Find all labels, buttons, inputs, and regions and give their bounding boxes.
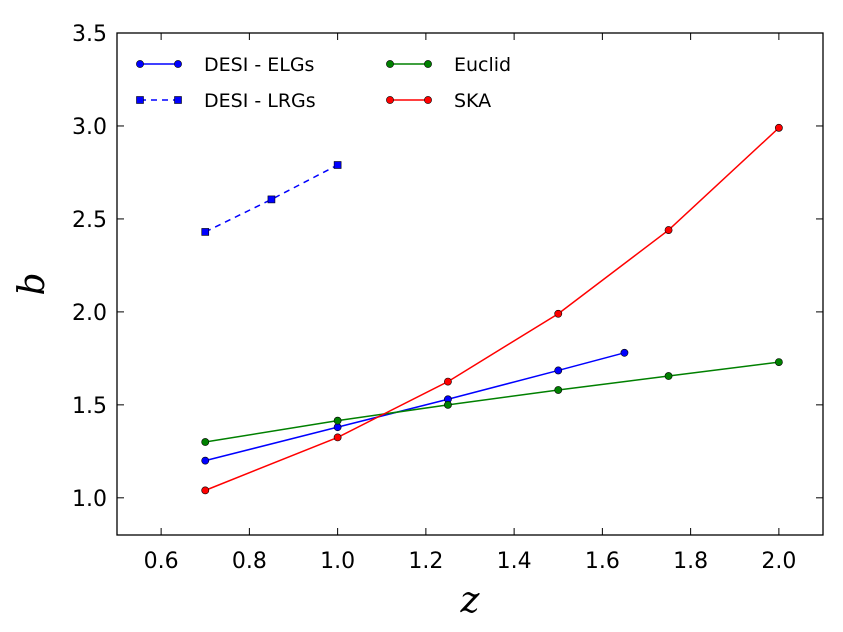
legend-entry-ska: SKA	[386, 90, 491, 112]
data-point-desi-lrgs	[267, 195, 276, 204]
data-point-ska	[554, 309, 563, 318]
x-tick-label: 0.8	[232, 549, 267, 574]
plot-frame	[116, 32, 824, 536]
data-point-ska	[444, 377, 452, 386]
data-point-ska	[774, 123, 783, 132]
x-tick-label: 0.6	[144, 549, 179, 574]
legend-marker	[174, 60, 182, 68]
legend-marker	[136, 60, 144, 68]
data-point-euclid	[201, 438, 210, 446]
data-point-euclid	[444, 400, 452, 409]
y-tick-label: 3.0	[72, 115, 107, 140]
data-point-euclid	[774, 358, 783, 366]
y-tick-label: 2.0	[72, 301, 107, 326]
y-tick-label: 1.0	[72, 487, 107, 512]
x-tick-label: 1.4	[497, 549, 532, 574]
legend-label: DESI - ELGs	[204, 54, 314, 76]
x-tick-label: 1.0	[320, 549, 355, 574]
x-tick-label: 1.2	[408, 549, 443, 574]
x-tick-label: 1.6	[585, 549, 620, 574]
data-point-desi-lrgs	[201, 228, 210, 236]
series-line-euclid	[205, 361, 779, 443]
series-desi-lrgs	[201, 161, 342, 236]
legend: DESI - ELGs DESI - LRGs Euclid SKA	[136, 54, 511, 112]
series-line-desi-lrgs	[204, 164, 338, 233]
legend-marker	[424, 60, 432, 68]
series-desi-elgs	[201, 348, 629, 465]
y-tick-label: 2.5	[72, 208, 107, 233]
x-tick-label: 1.8	[673, 549, 708, 574]
legend-marker	[174, 96, 182, 104]
legend-marker	[386, 96, 394, 104]
legend-marker	[424, 96, 432, 104]
data-point-ska	[664, 226, 673, 234]
data-point-desi-lrgs	[333, 161, 342, 169]
data-point-euclid	[554, 386, 563, 394]
data-point-desi-elgs	[333, 423, 342, 432]
y-tick-label: 1.5	[72, 394, 107, 419]
legend-entry-euclid: Euclid	[386, 54, 511, 76]
legend-marker	[386, 60, 394, 68]
x-axis-label: z	[460, 580, 481, 621]
y-axis-label: b	[12, 272, 53, 295]
data-point-euclid	[333, 416, 342, 425]
legend-entry-desi-elgs: DESI - ELGs	[136, 54, 314, 76]
y-tick-label: 3.5	[72, 22, 107, 47]
data-point-desi-elgs	[554, 366, 563, 375]
series-ska	[201, 123, 783, 495]
legend-marker	[136, 96, 144, 104]
data-point-ska	[333, 433, 342, 442]
legend-label: DESI - LRGs	[204, 90, 316, 112]
legend-entry-desi-lrgs: DESI - LRGs	[136, 90, 316, 112]
data-point-desi-elgs	[201, 456, 210, 465]
series-line-ska	[204, 127, 780, 492]
data-point-ska	[201, 486, 210, 495]
legend-label: Euclid	[454, 54, 511, 76]
series-euclid	[201, 358, 783, 446]
data-point-euclid	[664, 372, 673, 380]
data-point-desi-elgs	[620, 348, 629, 357]
legend-label: SKA	[454, 90, 491, 112]
x-tick-label: 2.0	[761, 549, 796, 574]
